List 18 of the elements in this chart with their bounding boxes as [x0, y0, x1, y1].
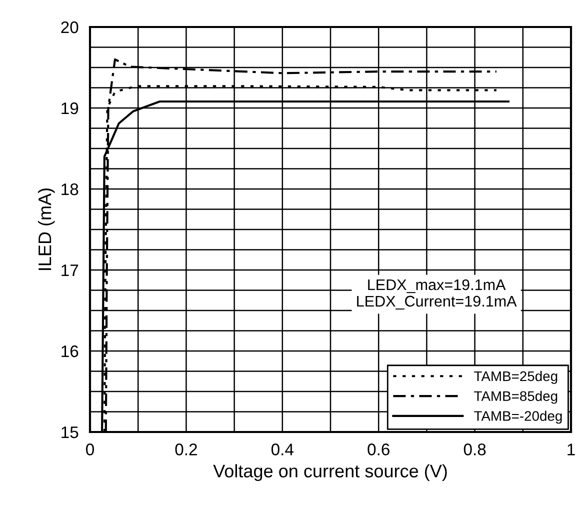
legend-label: TAMB=85deg	[474, 390, 558, 404]
x-tick-label: 0	[86, 444, 94, 456]
x-tick-label: 0.6	[368, 444, 390, 456]
x-tick-label: 0.8	[464, 444, 486, 456]
y-tick-label: 20	[61, 21, 78, 34]
annotation: LEDX_max=19.1mA LEDX_Current=19.1mA	[357, 279, 517, 310]
y-tick-label: 19	[62, 102, 78, 114]
y-tick-label: 17	[62, 264, 78, 276]
y-tick-label: 16	[62, 345, 78, 358]
legend-label: TAMB=25deg	[474, 370, 558, 384]
x-tick-label: 0.2	[175, 444, 197, 456]
y-axis-title: ILED (mA)	[38, 188, 55, 270]
legend-label: TAMB=-20deg	[474, 410, 562, 424]
x-tick-label: 1	[568, 444, 575, 456]
y-tick-label: 18	[62, 183, 78, 196]
x-tick-label: 0.4	[271, 444, 294, 456]
x-axis-title: Voltage on current source (V)	[213, 464, 447, 482]
y-tick-label: 15	[62, 426, 78, 438]
